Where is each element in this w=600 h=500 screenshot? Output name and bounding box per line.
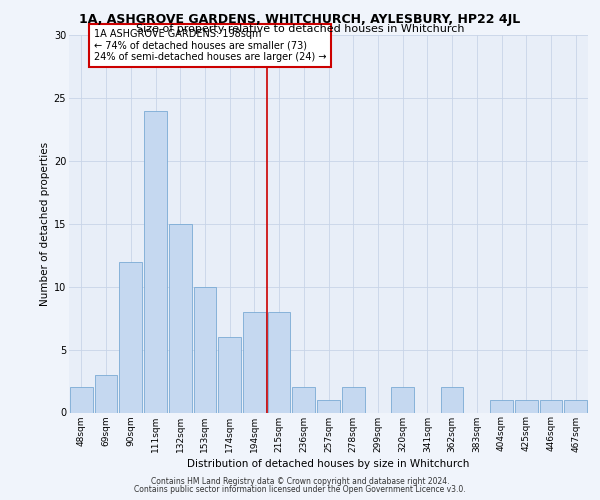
- Bar: [391, 388, 414, 412]
- Bar: [70, 388, 93, 412]
- Bar: [243, 312, 266, 412]
- Bar: [342, 388, 365, 412]
- Bar: [441, 388, 463, 412]
- Text: Contains public sector information licensed under the Open Government Licence v3: Contains public sector information licen…: [134, 484, 466, 494]
- Bar: [292, 388, 315, 412]
- Bar: [169, 224, 191, 412]
- Bar: [317, 400, 340, 412]
- Bar: [539, 400, 562, 412]
- Bar: [119, 262, 142, 412]
- Bar: [490, 400, 513, 412]
- Bar: [144, 110, 167, 412]
- Bar: [268, 312, 290, 412]
- Text: Contains HM Land Registry data © Crown copyright and database right 2024.: Contains HM Land Registry data © Crown c…: [151, 477, 449, 486]
- Bar: [218, 337, 241, 412]
- Text: 1A, ASHGROVE GARDENS, WHITCHURCH, AYLESBURY, HP22 4JL: 1A, ASHGROVE GARDENS, WHITCHURCH, AYLESB…: [79, 12, 521, 26]
- X-axis label: Distribution of detached houses by size in Whitchurch: Distribution of detached houses by size …: [187, 458, 470, 468]
- Y-axis label: Number of detached properties: Number of detached properties: [40, 142, 50, 306]
- Bar: [95, 375, 118, 412]
- Bar: [515, 400, 538, 412]
- Bar: [194, 286, 216, 412]
- Text: 1A ASHGROVE GARDENS: 198sqm
← 74% of detached houses are smaller (73)
24% of sem: 1A ASHGROVE GARDENS: 198sqm ← 74% of det…: [94, 28, 326, 62]
- Text: Size of property relative to detached houses in Whitchurch: Size of property relative to detached ho…: [136, 24, 464, 34]
- Bar: [564, 400, 587, 412]
